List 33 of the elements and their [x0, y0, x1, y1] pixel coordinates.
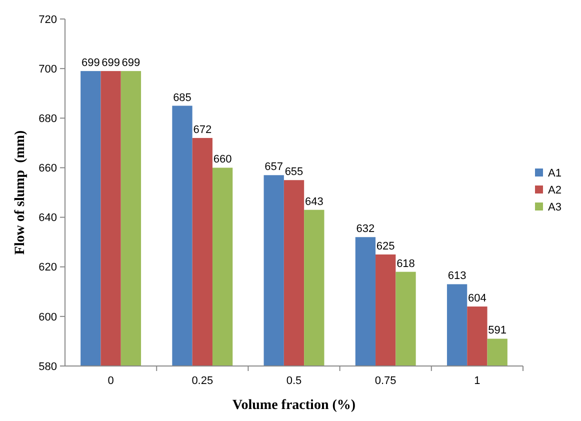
- legend-label: A1: [548, 167, 562, 180]
- y-tick-label: 720: [38, 14, 57, 26]
- data-label: 604: [468, 292, 486, 305]
- y-tick-label: 660: [38, 162, 57, 175]
- y-axis-title: Flow of slump (mm): [13, 130, 28, 255]
- legend-label: A2: [548, 184, 562, 196]
- x-axis-title: Volume fraction (%): [232, 398, 356, 413]
- data-label: 657: [264, 161, 284, 174]
- data-label: 672: [193, 124, 212, 136]
- x-tick-label: 0: [108, 375, 114, 387]
- y-tick-label: 640: [38, 212, 57, 224]
- y-tick-label: 600: [38, 311, 57, 324]
- data-label: 699: [102, 57, 120, 70]
- y-tick-label: 680: [38, 112, 57, 125]
- data-label: 643: [304, 196, 324, 208]
- data-label: 632: [356, 223, 375, 236]
- data-label: 660: [213, 154, 232, 166]
- data-label: 618: [396, 258, 415, 270]
- data-label: 699: [81, 57, 100, 70]
- data-label: 613: [448, 270, 466, 282]
- y-tick-label: 580: [38, 360, 57, 373]
- data-label: 699: [122, 57, 140, 70]
- y-tick-label: 700: [38, 63, 57, 76]
- data-label: 591: [488, 324, 507, 337]
- data-label: 685: [173, 92, 192, 104]
- x-tick-label: 1: [474, 375, 480, 387]
- x-tick-label: 0.25: [192, 375, 214, 387]
- x-tick-label: 0.5: [286, 375, 302, 387]
- y-tick-label: 620: [38, 262, 57, 274]
- data-label: 655: [284, 166, 304, 178]
- legend-label: A3: [548, 201, 562, 214]
- data-label: 625: [376, 240, 395, 252]
- x-tick-label: 0.75: [374, 375, 396, 387]
